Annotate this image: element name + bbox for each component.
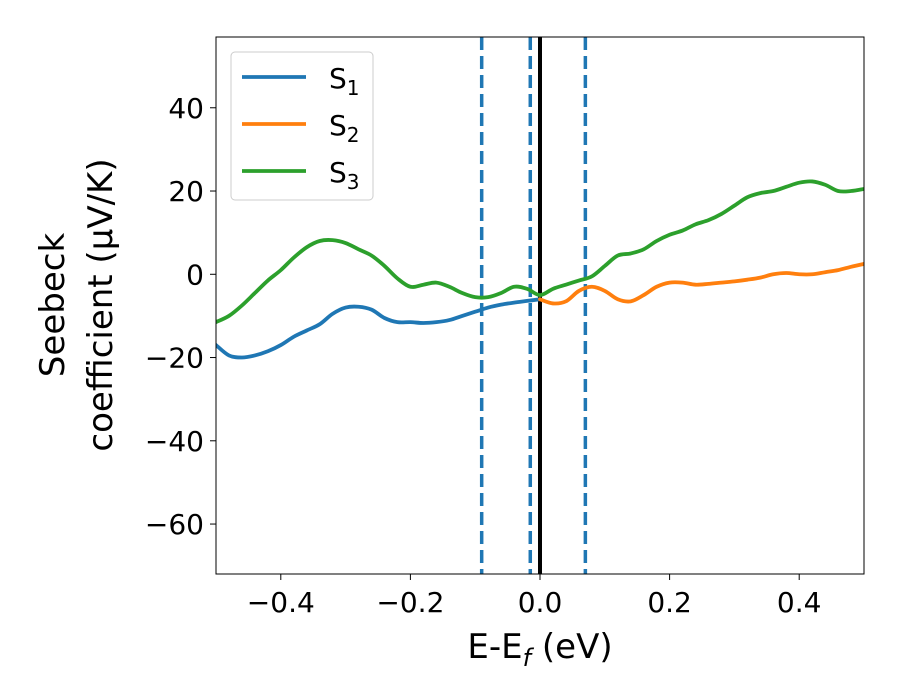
x-tick-label: 0.2 <box>647 586 692 619</box>
legend-label-s1: S1 <box>329 62 360 100</box>
legend: S1 S2 S3 <box>230 51 374 201</box>
y-tick-label: 0 <box>186 258 204 291</box>
series-line-s3 <box>216 179 864 325</box>
x-tick-label: −0.2 <box>376 586 444 619</box>
y-tick-label: 20 <box>168 175 204 208</box>
y-tick-label: −20 <box>145 342 204 375</box>
y-axis-label-line2: coefficient (μV/K) <box>81 158 121 451</box>
x-tick-label: 0.4 <box>777 586 822 619</box>
series-line-s2 <box>538 261 864 306</box>
x-axis-ticks: −0.4 −0.2 0.0 0.2 0.4 <box>247 574 822 619</box>
x-tick-label: 0.0 <box>518 586 563 619</box>
x-tick-label: −0.4 <box>247 586 315 619</box>
y-tick-label: −60 <box>145 508 204 541</box>
x-axis-label: E-Ef (eV) <box>467 627 612 672</box>
y-tick-label: −40 <box>145 425 204 458</box>
legend-label-s3: S3 <box>329 156 360 194</box>
series-lines <box>216 179 864 360</box>
y-tick-label: 40 <box>168 92 204 125</box>
y-axis-label-line1: Seebeck <box>33 233 73 378</box>
vertical-reference-lines <box>479 37 588 574</box>
series-line-s1 <box>216 297 542 360</box>
legend-label-s2: S2 <box>329 109 360 147</box>
y-axis-ticks: −60 −40 −20 0 20 40 <box>145 92 216 541</box>
legend-box <box>230 51 374 201</box>
